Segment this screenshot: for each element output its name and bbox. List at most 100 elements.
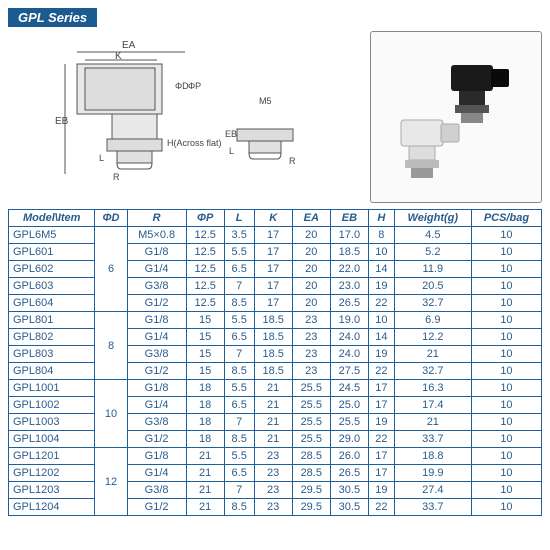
cell: 23 [254,465,292,482]
col-header: K [254,210,292,227]
cell: 22.0 [330,261,368,278]
cell: 12.5 [186,278,224,295]
cell: 10 [471,499,541,516]
cell: 17 [254,295,292,312]
cell: 5.5 [224,380,254,397]
cell: 15 [186,363,224,380]
cell: 21 [254,414,292,431]
cell: 18 [186,431,224,448]
cell: 17 [368,465,394,482]
cell: G1/4 [127,397,186,414]
cell: 23 [254,482,292,499]
svg-text:EB: EB [55,116,69,127]
cell-phiD: 10 [95,380,127,448]
cell: 23 [292,346,330,363]
cell: 10 [471,278,541,295]
cell-phiD: 12 [95,448,127,516]
cell: 4.5 [394,227,471,244]
svg-text:EA: EA [122,40,136,51]
cell: 25.5 [292,397,330,414]
col-header: PCS/bag [471,210,541,227]
cell: 26.5 [330,295,368,312]
cell: 6.9 [394,312,471,329]
cell: 23 [292,312,330,329]
svg-text:H(Across flat): H(Across flat) [167,138,222,148]
cell: 20 [292,227,330,244]
cell: 22 [368,363,394,380]
cell: 7 [224,482,254,499]
cell: G3/8 [127,346,186,363]
cell: G1/2 [127,499,186,516]
cell: 7 [224,278,254,295]
cell: 5.5 [224,244,254,261]
cell: 19 [368,346,394,363]
cell: 24.0 [330,329,368,346]
cell: 10 [471,380,541,397]
cell: G1/8 [127,312,186,329]
cell: 18.5 [254,346,292,363]
cell-model: GPL6M5 [9,227,95,244]
cell: 17 [254,278,292,295]
cell: 25.0 [330,397,368,414]
cell: G3/8 [127,278,186,295]
cell: 6.5 [224,397,254,414]
cell: 10 [471,227,541,244]
specs-table: Model\ItemΦDRΦPLKEAEBHWeight(g)PCS/bag G… [8,209,542,516]
cell: 18.5 [254,363,292,380]
cell: 17.0 [330,227,368,244]
cell: 23 [254,499,292,516]
cell: G1/2 [127,431,186,448]
cell: G1/8 [127,244,186,261]
cell: 10 [471,431,541,448]
cell-phiD: 8 [95,312,127,380]
cell: 8.5 [224,295,254,312]
cell: 10 [471,397,541,414]
cell-model: GPL802 [9,329,95,346]
cell: G1/8 [127,448,186,465]
cell: 28.5 [292,465,330,482]
svg-text:ΦP: ΦP [188,81,201,91]
cell-model: GPL602 [9,261,95,278]
cell: 29.5 [292,499,330,516]
cell: 6.5 [224,329,254,346]
cell: 19.9 [394,465,471,482]
cell: 21 [254,397,292,414]
cell: 8.5 [224,431,254,448]
cell: 18.5 [254,329,292,346]
cell: 12.5 [186,244,224,261]
cell: 29.0 [330,431,368,448]
cell: 12.5 [186,295,224,312]
cell: 28.5 [292,448,330,465]
cell: G1/2 [127,295,186,312]
cell-model: GPL1204 [9,499,95,516]
cell: G3/8 [127,414,186,431]
cell-model: GPL603 [9,278,95,295]
cell-model: GPL1001 [9,380,95,397]
cell: 7 [224,414,254,431]
cell: 5.2 [394,244,471,261]
cell: 17 [254,227,292,244]
cell: 25.5 [292,380,330,397]
cell: 25.5 [292,431,330,448]
col-header: Weight(g) [394,210,471,227]
svg-text:L: L [99,153,104,163]
cell-model: GPL1202 [9,465,95,482]
engineering-diagram: EA K ΦD ΦP EB L R H(Across flat) M5 EB L… [8,31,366,201]
cell: 20 [292,278,330,295]
col-header: ΦD [95,210,127,227]
cell: 8 [368,227,394,244]
cell: G1/4 [127,329,186,346]
cell: 23 [292,329,330,346]
cell: 10 [471,261,541,278]
cell: 18.5 [254,312,292,329]
cell: 21 [254,431,292,448]
cell: 18 [186,414,224,431]
cell: 21 [254,380,292,397]
cell: 16.3 [394,380,471,397]
cell: 8.5 [224,363,254,380]
cell: 33.7 [394,499,471,516]
cell: 10 [368,312,394,329]
cell: 5.5 [224,448,254,465]
cell: 19.0 [330,312,368,329]
col-header: EB [330,210,368,227]
